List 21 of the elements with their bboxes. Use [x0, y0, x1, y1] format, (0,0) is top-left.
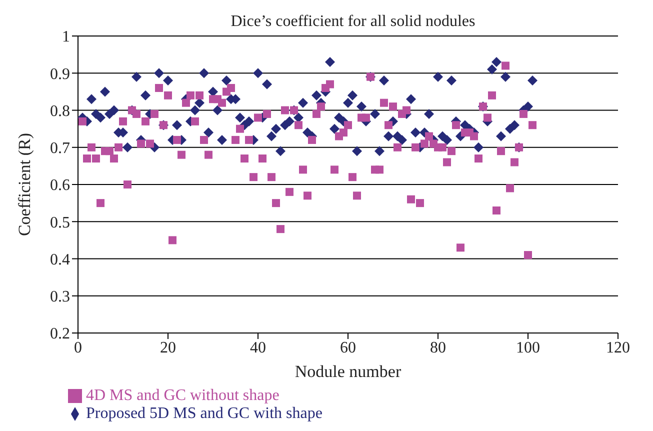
- x-tick-label: 0: [74, 339, 82, 356]
- x-axis-title: Nodule number: [294, 362, 402, 381]
- y-tick-label: 0.2: [50, 326, 70, 343]
- x-tick-label: 60: [340, 339, 356, 356]
- legend-label: Proposed 5D MS and GC with shape: [86, 405, 322, 422]
- y-tick-label: 0.3: [50, 288, 70, 306]
- x-tick-label: 80: [430, 339, 446, 356]
- chart-title: Dice’s coefficient for all solid nodules: [230, 13, 476, 30]
- y-tick-label: 0.6: [50, 177, 70, 194]
- y-tick-label: 0.9: [50, 66, 70, 83]
- x-tick-label: 100: [516, 339, 540, 356]
- x-tick-label: 20: [160, 339, 176, 356]
- y-tick-label: 0.4: [50, 251, 70, 268]
- y-tick-label: 0.8: [50, 102, 70, 120]
- y-tick-label: 0.7: [50, 140, 70, 158]
- y-tick-label: 1: [62, 28, 70, 46]
- y-tick-label: 0.5: [50, 214, 70, 232]
- y-axis-title: Coefficient (R): [15, 132, 34, 236]
- x-tick-label: 40: [250, 339, 266, 356]
- legend-label: 4D MS and GC without shape: [86, 387, 280, 404]
- x-tick-label: 120: [606, 339, 630, 356]
